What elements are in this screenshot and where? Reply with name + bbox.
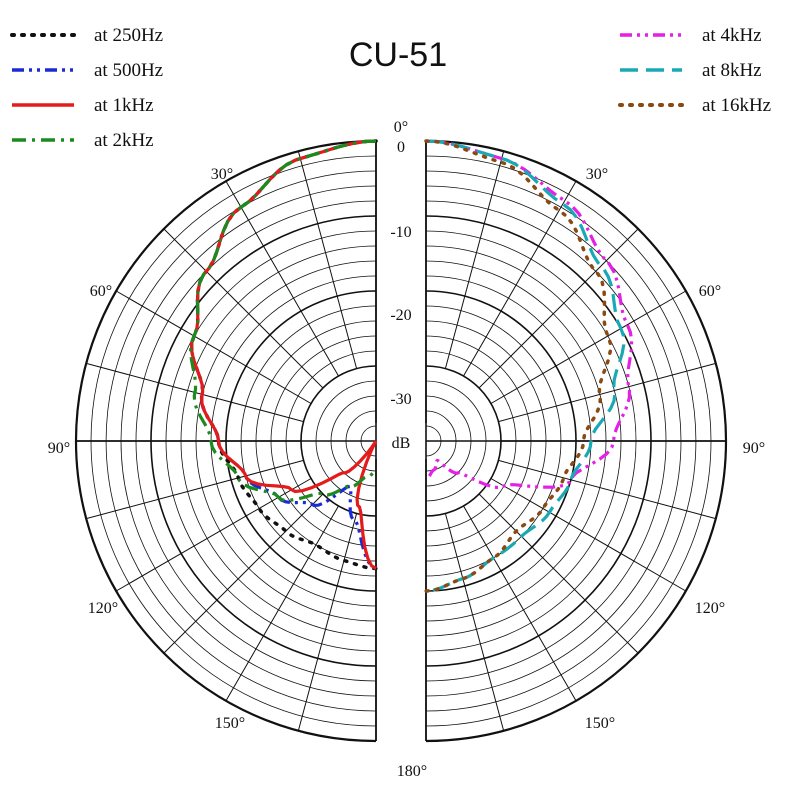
right-grid-rim (425, 139, 728, 743)
right-grid-spoke (490, 290, 687, 404)
legend-label-6: at 16kHz (702, 95, 771, 116)
series-curve-5 (425, 139, 626, 593)
left-grid-rim (74, 139, 377, 743)
angle-label-7: 120° (88, 600, 118, 617)
angle-label-8: 120° (695, 600, 725, 617)
angle-label-5: 90° (48, 440, 70, 457)
left-grid-spoke (225, 505, 339, 702)
legend-label-4: at 4kHz (702, 25, 762, 46)
series-curve-0 (189, 139, 378, 571)
left-grid-spoke (225, 180, 339, 377)
right-grid-spoke (498, 362, 716, 423)
right-grid-spoke (463, 505, 577, 702)
left-grid-spoke (297, 513, 358, 731)
angle-label-10: 150° (585, 715, 615, 732)
polar-grid (74, 139, 728, 743)
right-grid-spoke (490, 478, 687, 592)
radial-tick-0: 0 (397, 139, 405, 156)
right-grid-spoke (444, 151, 505, 369)
angle-label-1: 30° (211, 166, 233, 183)
angle-label-9: 150° (215, 715, 245, 732)
legend-label-2: at 1kHz (94, 95, 154, 116)
right-grid-spoke (478, 493, 639, 654)
series-curve-3 (188, 139, 377, 503)
left-grid-spoke (163, 228, 324, 389)
left-grid-spoke (86, 459, 304, 520)
series-curve-2 (190, 139, 378, 570)
right-grid-spoke (463, 180, 577, 377)
angle-label-4: 60° (699, 283, 721, 300)
radial-tick-3: -30 (390, 391, 411, 408)
radial-tick-2: -20 (390, 307, 411, 324)
right-grid-spoke (444, 513, 505, 731)
series-curve-4 (425, 139, 634, 490)
legend: at 250Hz at 500Hz at 1kHz at 2kHz at 4kHz at … (10, 25, 771, 151)
legend-label-3: at 2kHz (94, 130, 154, 151)
angle-label-2: 30° (586, 166, 608, 183)
series-curve-1 (190, 139, 377, 570)
right-grid-spoke (498, 459, 716, 520)
angle-label-0: 0° (394, 119, 408, 136)
left-grid-spoke (163, 493, 324, 654)
series-curve-6 (424, 139, 613, 593)
radial-axis-label: dB (392, 435, 411, 452)
axis-labels: 0° 30° 30° 60° 60° 90° 90° 120° 120° 150° 150° 180°… (48, 119, 765, 780)
left-grid-spoke (115, 290, 312, 404)
chart-title: CU-51 (349, 36, 447, 74)
legend-label-0: at 250Hz (94, 25, 163, 46)
legend-label-1: at 500Hz (94, 60, 163, 81)
right-grid-spoke (478, 228, 639, 389)
polar-curves (188, 139, 634, 593)
angle-label-3: 60° (90, 283, 112, 300)
radial-tick-1: -10 (390, 224, 411, 241)
left-grid-spoke (297, 151, 358, 369)
angle-label-6: 90° (743, 440, 765, 457)
legend-label-5: at 8kHz (702, 60, 762, 81)
angle-label-11: 180° (397, 763, 427, 780)
